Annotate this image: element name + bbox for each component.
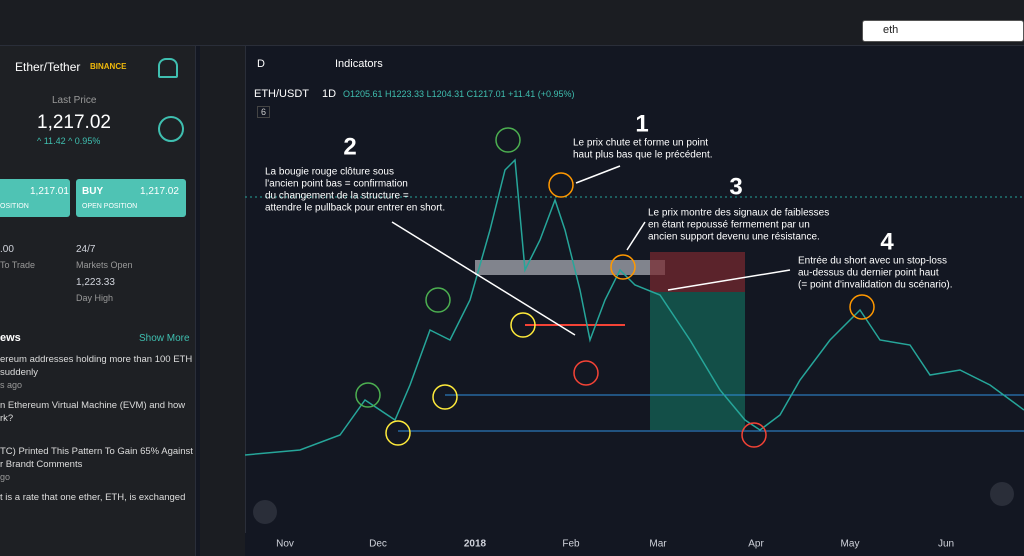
annotation-text: La bougie rouge clôture sous: [265, 167, 394, 178]
collapse-count[interactable]: 6: [257, 106, 271, 118]
interval[interactable]: D: [257, 58, 265, 70]
last-price-label: Last Price: [52, 95, 97, 106]
target-zone: [650, 292, 745, 430]
x-axis-label: Feb: [562, 539, 580, 550]
x-axis-label: 2018: [464, 539, 487, 550]
buy-label: BUY: [82, 186, 104, 197]
x-axis-label: Mar: [649, 539, 667, 550]
x-axis-label: Nov: [276, 539, 294, 550]
annotation-text: au-dessus du dernier point haut: [798, 268, 939, 279]
annotation-number: 2: [343, 133, 356, 160]
news-line: n Ethereum Virtual Machine (EVM) and how: [0, 400, 186, 411]
timeframe: 1D: [322, 88, 337, 100]
ohlc: O1205.61 H1223.33 L1204.31 C1217.01 +11.…: [343, 89, 575, 99]
markers: [355, 127, 875, 448]
sell-price: 1,217.01: [30, 186, 69, 197]
news-line: rk?: [0, 413, 14, 424]
pair: Ether/Tether: [15, 60, 81, 74]
x-axis-label: Dec: [369, 539, 387, 550]
annotation-text: Le prix chute et forme un point: [573, 138, 708, 149]
exchange: BINANCE: [90, 62, 127, 71]
search-text: eth: [883, 24, 899, 36]
annotation-text: du changement de la structure =: [265, 191, 409, 202]
resistance-zone: [475, 260, 665, 275]
last-price: 1,217.02: [37, 112, 111, 133]
x-axis-label: Jun: [938, 539, 954, 550]
price-line: [245, 158, 1024, 456]
change: ^ 11.42 ^ 0.95%: [37, 136, 101, 146]
alert-icon[interactable]: [158, 58, 178, 78]
sidebar: Ether/Tether BINANCE Last Price 1,217.02…: [0, 46, 196, 556]
annotation-text: en étant repoussé fermement par un: [648, 220, 810, 231]
annotation-number: 4: [880, 228, 894, 255]
stat-label: Markets Open: [76, 260, 133, 270]
buy-price: 1,217.02: [140, 186, 179, 197]
news-meta: go: [0, 472, 11, 482]
sell-button[interactable]: 1,217.01 OSITION: [0, 179, 70, 217]
annotation-number: 1: [635, 110, 648, 137]
sell-caption: OSITION: [0, 203, 29, 210]
annotation-text: attendre le pullback pour entrer en shor…: [265, 203, 445, 214]
x-axis-label: May: [841, 539, 860, 550]
news-line: t is a rate that one ether, ETH, is exch…: [0, 492, 186, 503]
annotation-text: haut plus bas que le précédent.: [573, 150, 713, 161]
buy-caption: OPEN POSITION: [82, 203, 138, 210]
chart-icon[interactable]: [158, 116, 184, 142]
symbol: ETH/USDT: [254, 88, 309, 100]
show-more[interactable]: Show More: [139, 333, 190, 344]
search-box[interactable]: eth: [862, 20, 1024, 42]
stat-value: 1,223.33: [76, 277, 115, 288]
logo: [253, 500, 277, 524]
news-line: suddenly: [0, 367, 39, 378]
annotation-text: ancien support devenu une résistance.: [648, 232, 820, 243]
stop-zone: [650, 252, 745, 292]
arrows: [391, 165, 791, 336]
scroll-button[interactable]: [990, 482, 1014, 506]
annotation-text: l'ancien point bas = confirmation: [265, 179, 408, 190]
news-meta: s ago: [0, 380, 23, 390]
news-line: ereum addresses holding more than 100 ET…: [0, 354, 193, 365]
indicators[interactable]: Indicators: [335, 58, 383, 70]
annotation-text: Le prix montre des signaux de faiblesses: [648, 208, 829, 219]
stat-label: To Trade: [0, 260, 36, 270]
news-title: ews: [0, 332, 21, 344]
stat-label: Day High: [76, 293, 114, 303]
annotation-text: Entrée du short avec un stop-loss: [798, 256, 947, 267]
top-bar: [0, 0, 1024, 46]
news-line: r Brandt Comments: [0, 459, 83, 470]
stat-value: 24/7: [76, 244, 96, 255]
x-axis-label: Apr: [748, 539, 764, 550]
annotation-number: 3: [729, 173, 742, 200]
news-line: TC) Printed This Pattern To Gain 65% Aga…: [0, 446, 193, 457]
buy-button[interactable]: BUY 1,217.02 OPEN POSITION: [76, 179, 186, 217]
drawing-toolbar: [200, 46, 246, 556]
annotation-text: (= point d'invalidation du scénario).: [798, 280, 953, 291]
stat-value: .00: [0, 244, 14, 255]
